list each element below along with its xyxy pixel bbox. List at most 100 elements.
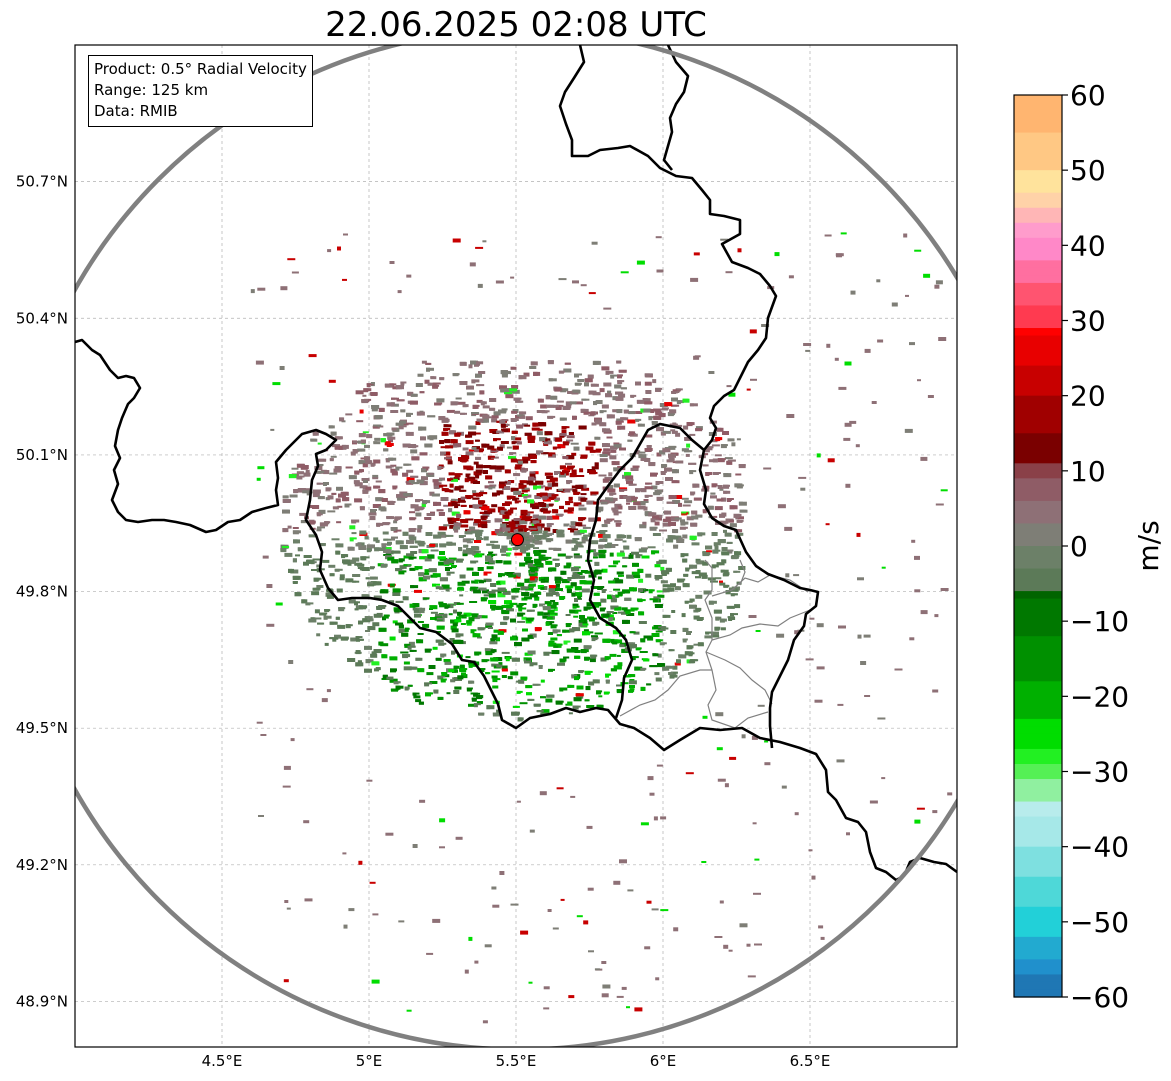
velocity-bin xyxy=(462,552,468,557)
velocity-bin xyxy=(579,529,587,533)
velocity-bin xyxy=(421,360,427,364)
velocity-bin xyxy=(463,544,469,548)
velocity-bin xyxy=(502,514,510,519)
velocity-bin xyxy=(733,570,738,573)
velocity-bin xyxy=(477,567,482,571)
velocity-bin xyxy=(501,665,508,670)
velocity-bin xyxy=(642,398,648,402)
velocity-bin xyxy=(534,558,541,561)
velocity-bin xyxy=(458,485,464,489)
velocity-bin xyxy=(738,516,744,520)
velocity-bin xyxy=(717,485,723,489)
velocity-bin xyxy=(682,504,691,507)
velocity-bin xyxy=(466,392,475,396)
velocity-bin xyxy=(327,495,334,500)
velocity-bin xyxy=(434,402,441,406)
velocity-bin xyxy=(559,473,566,477)
velocity-bin xyxy=(577,694,584,699)
velocity-bin xyxy=(702,552,711,556)
velocity-bin xyxy=(472,493,478,496)
velocity-bin xyxy=(624,472,630,475)
velocity-bin xyxy=(474,540,482,543)
velocity-bin xyxy=(510,458,517,461)
velocity-bin xyxy=(686,443,691,448)
velocity-bin xyxy=(413,695,418,698)
velocity-bin xyxy=(491,418,498,423)
velocity-bin xyxy=(656,452,661,457)
velocity-bin xyxy=(570,540,577,544)
velocity-bin xyxy=(383,538,389,541)
velocity-bin xyxy=(551,592,557,595)
velocity-bin xyxy=(335,616,340,620)
velocity-bin xyxy=(613,483,618,486)
velocity-bin xyxy=(532,603,538,607)
velocity-bin xyxy=(670,630,677,634)
velocity-bin xyxy=(651,485,658,490)
velocity-bin xyxy=(460,524,469,528)
velocity-bin xyxy=(480,597,488,600)
velocity-bin xyxy=(418,577,427,582)
velocity-bin xyxy=(510,618,516,623)
velocity-bin xyxy=(280,544,288,547)
velocity-bin xyxy=(603,691,609,695)
velocity-bin xyxy=(518,607,527,610)
velocity-bin xyxy=(534,524,543,529)
velocity-bin xyxy=(489,398,497,402)
velocity-bin xyxy=(546,694,555,698)
velocity-bin xyxy=(546,592,555,595)
velocity-bin xyxy=(454,473,461,478)
velocity-bin xyxy=(439,603,446,608)
velocity-bin xyxy=(466,620,472,625)
velocity-bin xyxy=(595,400,603,404)
velocity-bin xyxy=(670,583,676,588)
velocity-bin xyxy=(395,568,403,572)
velocity-bin xyxy=(491,504,498,508)
velocity-bin xyxy=(604,519,612,522)
velocity-bin xyxy=(450,401,459,404)
velocity-bin xyxy=(568,432,574,435)
velocity-bin xyxy=(713,609,722,614)
velocity-bin xyxy=(543,442,549,446)
velocity-bin xyxy=(678,502,682,507)
velocity-bin xyxy=(550,395,558,400)
velocity-bin xyxy=(726,605,735,609)
velocity-bin xyxy=(329,573,334,576)
velocity-bin xyxy=(372,425,378,428)
velocity-bin xyxy=(451,650,457,654)
velocity-bin xyxy=(479,390,484,395)
velocity-bin xyxy=(546,404,555,408)
velocity-bin xyxy=(524,659,532,664)
velocity-bin xyxy=(617,662,623,667)
velocity-bin xyxy=(392,485,398,488)
velocity-bin xyxy=(569,473,577,478)
velocity-bin xyxy=(662,584,671,588)
velocity-bin xyxy=(419,452,428,456)
velocity-bin xyxy=(456,602,464,605)
velocity-bin xyxy=(364,444,369,448)
velocity-bin xyxy=(418,609,425,614)
velocity-bin xyxy=(491,606,496,611)
velocity-bin xyxy=(341,554,349,558)
velocity-bin xyxy=(626,481,633,484)
velocity-bin xyxy=(712,458,718,463)
velocity-bin xyxy=(689,470,694,475)
velocity-bin xyxy=(335,550,340,554)
velocity-bin xyxy=(684,500,693,504)
velocity-bin xyxy=(679,526,688,529)
velocity-bin xyxy=(380,643,389,647)
velocity-bin xyxy=(422,623,430,628)
velocity-bin xyxy=(342,559,348,562)
velocity-bin xyxy=(449,638,455,642)
velocity-bin xyxy=(488,593,495,597)
velocity-bin xyxy=(395,685,400,690)
velocity-bin xyxy=(594,561,600,566)
velocity-bin xyxy=(389,600,395,605)
velocity-bin xyxy=(610,544,616,548)
velocity-bin xyxy=(329,458,334,461)
velocity-bin xyxy=(339,574,345,579)
velocity-bin xyxy=(376,612,383,617)
velocity-bin xyxy=(449,430,457,435)
velocity-bin xyxy=(468,680,474,683)
velocity-bin xyxy=(738,464,746,467)
velocity-bin xyxy=(367,626,376,631)
